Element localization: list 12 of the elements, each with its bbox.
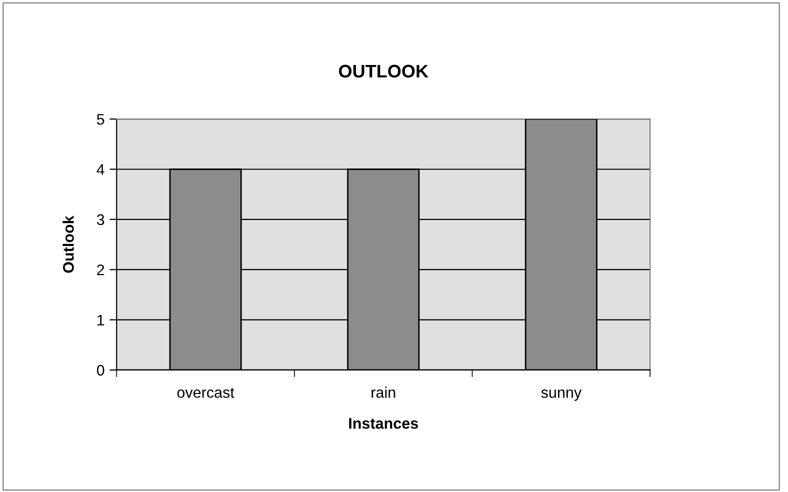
y-tick-label: 2 [97, 264, 104, 276]
x-axis-title: Instances [349, 418, 418, 429]
y-tick-label: 0 [96, 364, 104, 376]
y-axis-title: Outlook [62, 216, 74, 273]
x-tick-label: rain [372, 386, 396, 398]
x-tick-label: sunny [541, 390, 582, 401]
chart-title: OUTLOOK [338, 64, 428, 78]
y-tick-label: 3 [96, 214, 104, 226]
y-tick-label: 1 [97, 314, 104, 326]
y-tick-label: 4 [96, 164, 104, 175]
y-tick-label: 5 [96, 114, 104, 125]
x-tick-label: overcast [177, 388, 234, 398]
